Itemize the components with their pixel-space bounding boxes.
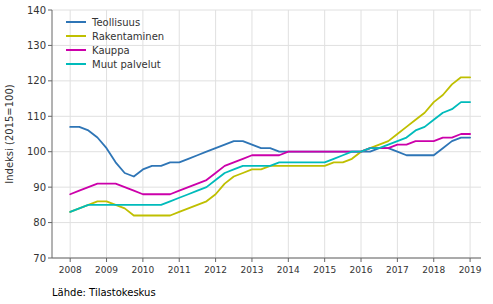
grid-line xyxy=(288,10,289,258)
y-tick xyxy=(48,45,52,46)
y-tick xyxy=(48,80,52,81)
x-tick xyxy=(397,258,398,262)
x-tick-label: 2009 xyxy=(95,265,118,275)
chart: 70 80 90 100 110 120 130 140 2008 2009 2010 2011 201… xyxy=(0,0,493,304)
grid-line xyxy=(142,10,143,258)
legend-label: Rakentaminen xyxy=(92,31,164,42)
grid xyxy=(52,10,481,258)
legend-label: Teollisuus xyxy=(91,17,140,28)
x-tick xyxy=(470,258,471,262)
x-tick xyxy=(361,258,362,262)
axes: 70 80 90 100 110 120 130 140 2008 2009 2010 2011 201… xyxy=(27,5,482,276)
x-axis-line xyxy=(52,258,481,259)
x-tick xyxy=(106,258,107,262)
x-tick-label: 2008 xyxy=(59,265,82,275)
legend-swatch xyxy=(66,21,86,23)
grid-line xyxy=(52,151,481,152)
x-tick-label: 2018 xyxy=(422,265,445,275)
y-tick-label: 70 xyxy=(33,253,46,264)
y-tick xyxy=(48,187,52,188)
x-tick-label: 2016 xyxy=(350,265,373,275)
x-tick-label: 2013 xyxy=(241,265,264,275)
y-axis-label: Indeksi (2015=100) xyxy=(4,84,15,184)
source: Lähde: Tilastokeskus xyxy=(52,287,156,298)
x-tick-label: 2015 xyxy=(313,265,336,275)
grid-line xyxy=(52,222,481,223)
x-tick xyxy=(215,258,216,262)
y-tick-label: 120 xyxy=(27,75,46,86)
y-tick-label: 100 xyxy=(27,146,46,157)
legend-swatch xyxy=(66,49,86,51)
y-tick-label: 130 xyxy=(27,40,46,51)
legend-label: Kauppa xyxy=(92,45,130,56)
x-tick xyxy=(70,258,71,262)
x-tick-label: 2011 xyxy=(168,265,191,275)
x-tick xyxy=(324,258,325,262)
grid-line xyxy=(70,10,71,258)
y-tick-label: 80 xyxy=(33,217,46,228)
x-tick-label: 2010 xyxy=(131,265,154,275)
chart-container: 70 80 90 100 110 120 130 140 2008 2009 2010 2011 201… xyxy=(0,0,493,304)
legend: Teollisuus Rakentaminen Kauppa Muut palvelu… xyxy=(66,17,164,70)
y-tick xyxy=(48,151,52,152)
y-tick xyxy=(48,116,52,117)
grid-line xyxy=(251,10,252,258)
legend-label: Muut palvelut xyxy=(92,59,161,70)
series-line xyxy=(70,102,470,212)
legend-swatch xyxy=(66,63,86,65)
y-tick-label: 140 xyxy=(27,5,46,16)
x-tick-label: 2012 xyxy=(204,265,227,275)
x-tick xyxy=(288,258,289,262)
x-tick xyxy=(142,258,143,262)
grid-line xyxy=(52,80,481,81)
y-axis-line xyxy=(52,10,53,258)
grid-line xyxy=(324,10,325,258)
x-tick-label: 2014 xyxy=(277,265,300,275)
lines xyxy=(70,77,470,215)
grid-line xyxy=(433,10,434,258)
grid-line xyxy=(52,116,481,117)
x-tick-label: 2017 xyxy=(386,265,409,275)
grid-line xyxy=(179,10,180,258)
y-tick-label: 90 xyxy=(33,182,46,193)
grid-line xyxy=(361,10,362,258)
series-line xyxy=(70,77,470,215)
x-tick-label: 2019 xyxy=(459,265,482,275)
y-tick xyxy=(48,222,52,223)
legend-swatch xyxy=(66,35,86,37)
x-tick xyxy=(179,258,180,262)
x-tick xyxy=(251,258,252,262)
y-tick-label: 110 xyxy=(27,111,46,122)
grid-line xyxy=(215,10,216,258)
grid-line xyxy=(52,187,481,188)
grid-line xyxy=(52,258,481,259)
y-tick xyxy=(48,10,52,11)
grid-line xyxy=(52,10,481,11)
x-tick xyxy=(433,258,434,262)
y-tick xyxy=(48,258,52,259)
series-line xyxy=(70,134,470,194)
